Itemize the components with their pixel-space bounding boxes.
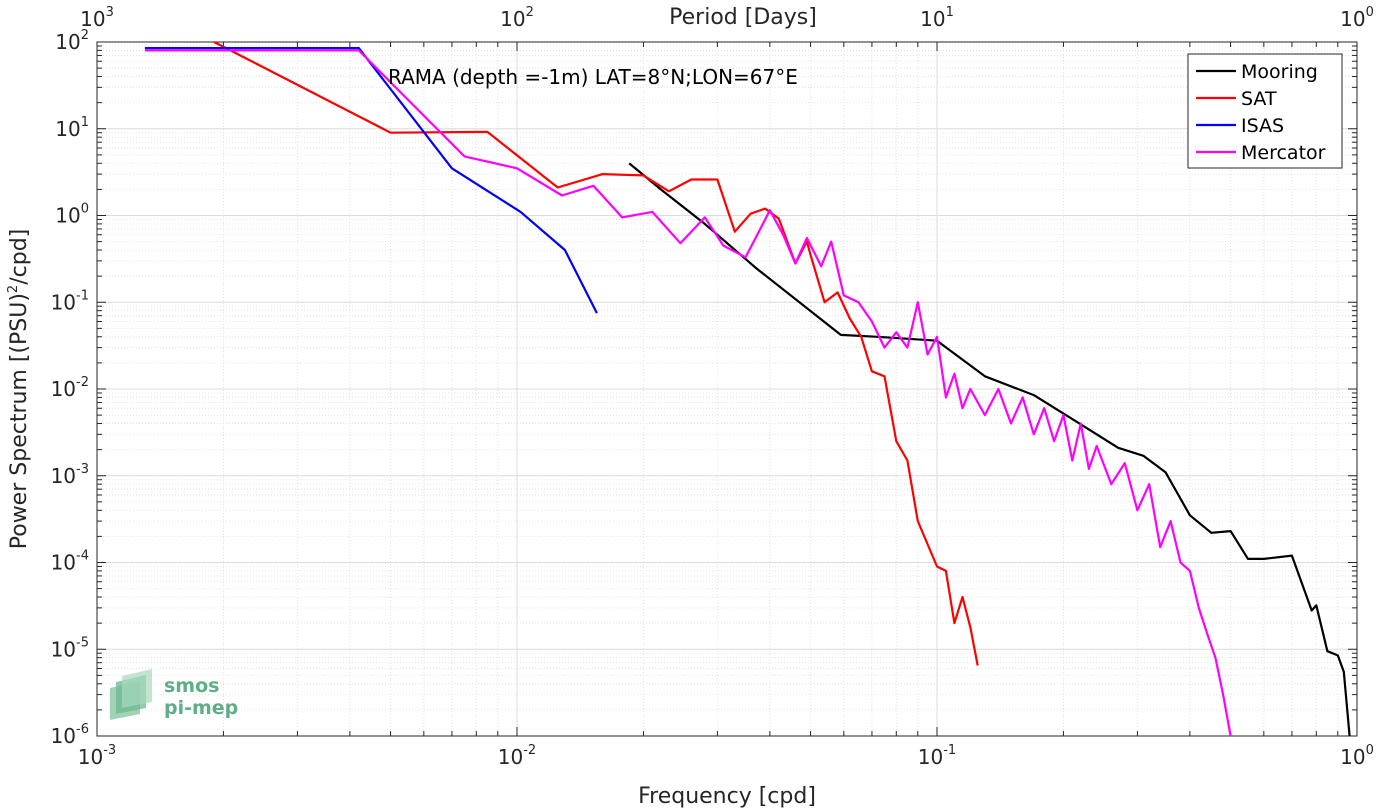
y-tick-label-exp: -6 bbox=[76, 722, 89, 737]
x-tick-label: 10-3 bbox=[78, 743, 116, 769]
legend-label: Mooring bbox=[1241, 61, 1318, 83]
x-tick-label-exp: -1 bbox=[943, 743, 956, 758]
y-tick-label-exp: 2 bbox=[81, 28, 89, 43]
y-tick-label: 10-6 bbox=[51, 722, 89, 748]
top-tick-label-exp: 0 bbox=[1366, 5, 1374, 20]
legend-label: SAT bbox=[1241, 88, 1277, 110]
y-tick-label-exp: 1 bbox=[81, 115, 89, 130]
y-tick-label: 10-5 bbox=[51, 635, 89, 661]
x-tick-label-base: 10 bbox=[78, 745, 103, 769]
legend-box bbox=[1187, 53, 1343, 169]
logo-text-smos: smos bbox=[164, 675, 219, 697]
top-tick-label: 100 bbox=[1340, 5, 1374, 31]
x-tick-label-exp: 0 bbox=[1366, 743, 1374, 758]
y-tick-label: 102 bbox=[55, 28, 89, 54]
x-tick-label-base: 10 bbox=[918, 745, 943, 769]
top-tick-label-base: 10 bbox=[500, 7, 525, 31]
y-tick-label-base: 10 bbox=[51, 724, 76, 748]
y-tick-label: 101 bbox=[55, 115, 89, 141]
x-tick-label-exp: -2 bbox=[523, 743, 536, 758]
y-tick-label-exp: -1 bbox=[76, 288, 89, 303]
y-tick-label-exp: -2 bbox=[76, 375, 89, 390]
tick-labels: 10-3 10-2 10-1 10010210110010-110-210-310-4… bbox=[51, 5, 1374, 769]
top-tick-label-exp: 1 bbox=[946, 5, 954, 20]
top-tick-label-exp: 2 bbox=[526, 5, 534, 20]
y-tick-label-base: 10 bbox=[55, 30, 80, 54]
top-tick-label-base: 10 bbox=[80, 7, 105, 31]
y-tick-label-base: 10 bbox=[51, 551, 76, 575]
y-tick-label: 10-1 bbox=[51, 288, 89, 314]
top-tick-label: 103 bbox=[80, 5, 114, 31]
smos-pimep-logo: smos pi-mep bbox=[110, 669, 238, 720]
chart-annotation: RAMA (depth =-1m) LAT=8°N;LON=67°E bbox=[388, 65, 798, 89]
y-tick-label: 10-4 bbox=[51, 549, 89, 575]
x-tick-label-exp: -3 bbox=[103, 743, 116, 758]
series-line-sat bbox=[213, 41, 979, 666]
x-tick-label: 10-1 bbox=[918, 743, 956, 769]
y-axis-label-suffix: /cpd] bbox=[7, 229, 32, 285]
top-tick-label-base: 10 bbox=[920, 7, 945, 31]
top-tick-label: 101 bbox=[920, 5, 954, 31]
y-tick-label-exp: -5 bbox=[76, 635, 89, 650]
logo-mark-icon bbox=[110, 669, 152, 720]
x-tick-label: 100 bbox=[1340, 743, 1374, 769]
legend-label: ISAS bbox=[1241, 115, 1284, 137]
top-tick-label-base: 10 bbox=[1340, 7, 1365, 31]
y-tick-label-exp: 0 bbox=[81, 202, 89, 217]
legend-label: Mercator bbox=[1241, 142, 1326, 164]
legend: Mooring SAT ISAS Mercator bbox=[1187, 53, 1343, 169]
top-tick-label: 102 bbox=[500, 5, 534, 31]
top-axis-label: Period [Days] bbox=[669, 5, 817, 30]
x-tick-label-base: 10 bbox=[498, 745, 523, 769]
y-axis-label: Power Spectrum [(PSU)2/cpd] bbox=[6, 229, 32, 550]
x-axis-label: Frequency [cpd] bbox=[638, 784, 816, 809]
y-tick-label-base: 10 bbox=[51, 377, 76, 401]
x-tick-label-base: 10 bbox=[1340, 745, 1365, 769]
y-tick-label-base: 10 bbox=[51, 290, 76, 314]
y-tick-label: 10-3 bbox=[51, 462, 89, 488]
y-axis-label-sup: 2 bbox=[6, 285, 21, 293]
series-line-isas bbox=[144, 46, 598, 314]
series-line-mooring bbox=[628, 162, 1351, 737]
y-tick-label-base: 10 bbox=[55, 204, 80, 228]
logo-text-pimep: pi-mep bbox=[164, 697, 238, 719]
y-tick-label-exp: -4 bbox=[76, 549, 89, 564]
x-tick-label: 10-2 bbox=[498, 743, 536, 769]
y-tick-label-base: 10 bbox=[51, 464, 76, 488]
series-line-mercator bbox=[144, 49, 1232, 737]
y-tick-label-base: 10 bbox=[51, 637, 76, 661]
y-tick-label: 100 bbox=[55, 202, 89, 228]
grid-minor bbox=[97, 42, 1357, 736]
y-axis-label-prefix: Power Spectrum [(PSU) bbox=[7, 293, 32, 549]
top-tick-label-exp: 3 bbox=[106, 5, 114, 20]
y-tick-label-exp: -3 bbox=[76, 462, 89, 477]
y-tick-label-base: 10 bbox=[55, 117, 80, 141]
series-layer bbox=[144, 41, 1351, 737]
y-tick-label: 10-2 bbox=[51, 375, 89, 401]
axis-ticks bbox=[96, 41, 1358, 737]
